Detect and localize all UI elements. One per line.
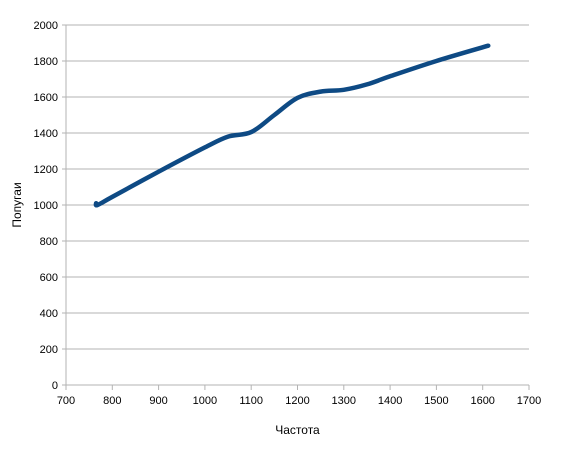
x-tick-label: 700 xyxy=(57,395,75,407)
y-tick-label: 200 xyxy=(40,344,58,356)
x-tick-label: 1500 xyxy=(424,395,448,407)
y-tick-label: 1800 xyxy=(34,56,58,68)
y-tick-label: 1600 xyxy=(34,92,58,104)
x-tick-label: 1000 xyxy=(193,395,217,407)
x-tick-label: 1200 xyxy=(285,395,309,407)
y-tick-label: 800 xyxy=(40,236,58,248)
y-tick-label: 1000 xyxy=(34,200,58,212)
x-tick-label: 900 xyxy=(149,395,167,407)
y-axis-title: Попугаи xyxy=(10,182,24,227)
x-tick-label: 1700 xyxy=(517,395,541,407)
y-tick-label: 1400 xyxy=(34,128,58,140)
x-axis-title: Частота xyxy=(275,423,320,437)
x-tick-label: 1100 xyxy=(239,395,263,407)
y-tick-label: 600 xyxy=(40,272,58,284)
y-tick-label: 400 xyxy=(40,308,58,320)
series-line xyxy=(93,43,491,208)
tick-labels: 0 200 400 600 800 1000 1200 1400 1600 1800 2000 700… xyxy=(34,20,542,407)
axes xyxy=(65,25,530,390)
y-tick-label: 2000 xyxy=(34,20,58,32)
x-tick-label: 1300 xyxy=(332,395,356,407)
x-tick-label: 800 xyxy=(103,395,121,407)
x-tick-label: 1400 xyxy=(378,395,402,407)
x-tick-label: 1600 xyxy=(470,395,494,407)
data-series xyxy=(93,43,491,208)
y-tick-label: 0 xyxy=(52,380,58,392)
y-tick-label: 1200 xyxy=(34,164,58,176)
